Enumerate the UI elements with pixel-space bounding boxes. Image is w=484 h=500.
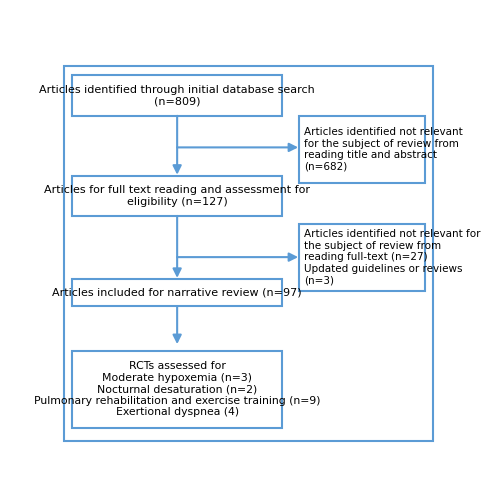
FancyBboxPatch shape (72, 176, 282, 216)
Text: Articles for full text reading and assessment for
eligibility (n=127): Articles for full text reading and asses… (44, 185, 309, 206)
Text: RCTs assessed for
Moderate hypoxemia (n=3)
Nocturnal desaturation (n=2)
Pulmonar: RCTs assessed for Moderate hypoxemia (n=… (34, 361, 320, 418)
Text: Articles included for narrative review (n=97): Articles included for narrative review (… (52, 288, 302, 298)
FancyBboxPatch shape (72, 350, 282, 428)
FancyBboxPatch shape (72, 76, 282, 116)
FancyBboxPatch shape (72, 278, 282, 306)
Text: Articles identified not relevant for
the subject of review from
reading full-tex: Articles identified not relevant for the… (303, 229, 479, 285)
Text: Articles identified through initial database search
(n=809): Articles identified through initial data… (39, 85, 315, 106)
FancyBboxPatch shape (299, 224, 424, 291)
FancyBboxPatch shape (299, 116, 424, 183)
Text: Articles identified not relevant
for the subject of review from
reading title an: Articles identified not relevant for the… (303, 127, 462, 172)
